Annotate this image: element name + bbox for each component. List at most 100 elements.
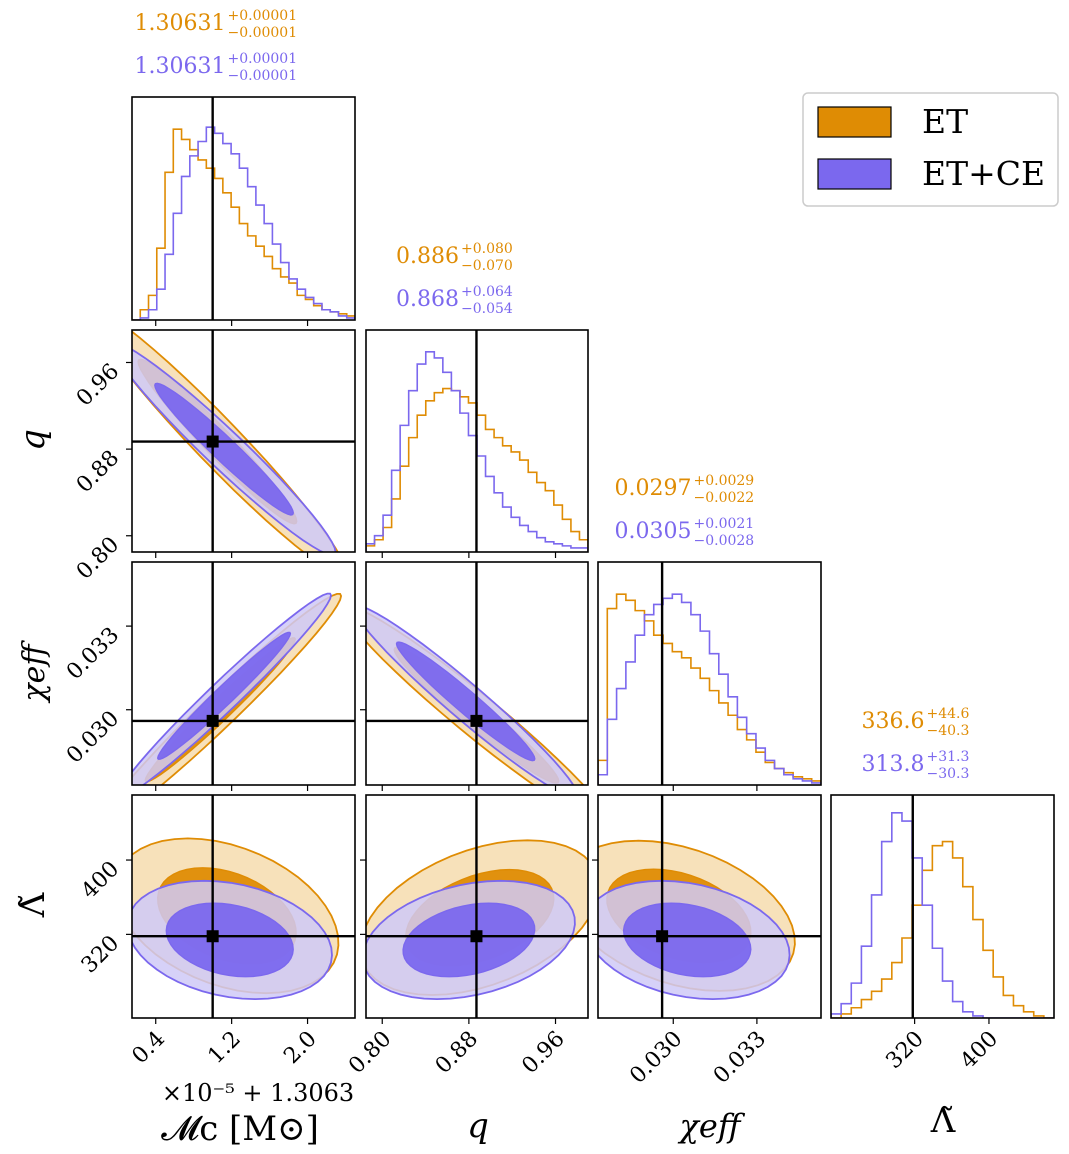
xtick-label-q: 0.80 <box>344 1027 396 1079</box>
summary-plus-mc-et: +0.00001 <box>228 8 298 24</box>
summary-plus-chi-et-ce: +0.0021 <box>694 516 755 532</box>
summary-plus-mc-et-ce: +0.00001 <box>228 51 298 67</box>
summary-minus-q-et: −0.070 <box>461 258 513 274</box>
contour-inner-et-ce <box>166 903 294 977</box>
hist-mc-et <box>132 128 355 320</box>
summary-plus-q-et: +0.080 <box>461 241 513 257</box>
injection-marker <box>206 435 219 448</box>
contour-inner-line-et-ce <box>156 631 292 760</box>
ytick-label-chi: 0.030 <box>62 706 124 768</box>
contour-panel-lam-mc <box>132 795 355 1018</box>
hist-panel-chi <box>598 562 821 785</box>
xtick-label-chi: 0.033 <box>709 1027 771 1089</box>
ytick-label-chi: 0.033 <box>62 623 124 685</box>
hist-lam-et <box>831 840 1054 1018</box>
ytick-label-lam: 320 <box>77 931 124 978</box>
xtick-label-lam: 400 <box>956 1027 1003 1074</box>
xlabel-chi: χeff <box>678 1107 746 1145</box>
summary-median-chi-et: 0.0297 <box>615 476 692 501</box>
summary-plus-lam-et-ce: +31.3 <box>927 749 970 765</box>
contour-panel-lam-chi <box>598 795 821 1018</box>
summary-minus-chi-et: −0.0022 <box>694 490 755 506</box>
contour-inner-line-et-ce <box>622 902 752 978</box>
legend-label-et: ET <box>922 102 968 141</box>
summary-minus-q-et-ce: −0.054 <box>461 301 513 317</box>
injection-marker <box>470 714 483 727</box>
summary-median-mc-et-ce: 1.30631 <box>135 54 226 79</box>
panel-frame-lam-chi <box>597 794 822 1019</box>
xlabel-mc: 𝓜c [M⊙] <box>161 1109 319 1149</box>
summary-minus-lam-et: −40.3 <box>927 723 970 739</box>
contour-inner-line-et-ce <box>402 902 536 978</box>
summary-minus-mc-et-ce: −0.00001 <box>228 68 298 84</box>
ylabel-q: q <box>13 429 53 451</box>
panel-frame-lam-q <box>365 794 589 1019</box>
summary-minus-mc-et: −0.00001 <box>228 25 298 41</box>
ytick-label-q: 0.96 <box>72 359 124 411</box>
xtick-label-q: 0.96 <box>517 1027 569 1079</box>
ytick-label-lam: 400 <box>77 857 124 904</box>
panel-frame-lam-lam <box>830 794 1055 1019</box>
hist-panel-q <box>366 330 588 552</box>
legend-swatch-et-ce <box>817 158 892 190</box>
contour-panel-lam-q <box>366 795 588 1018</box>
panels-layer <box>131 96 1055 1019</box>
contour-inner-et-ce <box>396 642 535 761</box>
summary-minus-chi-et-ce: −0.0028 <box>694 533 755 549</box>
xoffset-mc: ×10⁻⁵ + 1.3063 <box>162 1079 354 1107</box>
summary-plus-chi-et: +0.0029 <box>694 473 755 489</box>
injection-marker <box>206 714 219 727</box>
summary-plus-q-et-ce: +0.064 <box>461 284 513 300</box>
panel-frame-q-mc <box>131 329 356 553</box>
axis-labels: 𝓜c [M⊙] q χeff Λ̃ ×10⁻⁵ + 1.3063 q χeff … <box>13 429 956 1149</box>
xtick-label-lam: 320 <box>881 1027 928 1074</box>
ylabel-chi: χeff <box>17 640 52 704</box>
hist-chi-et-ce <box>598 593 821 785</box>
contour-panel-chi-mc <box>132 562 355 785</box>
xtick-label-mc: 1.2 <box>203 1027 245 1069</box>
injection-marker <box>470 930 483 943</box>
xtick-label-mc: 0.4 <box>128 1027 170 1069</box>
summary-median-mc-et: 1.30631 <box>135 11 226 36</box>
hist-chi-et <box>598 593 821 785</box>
panel-frame-q-q <box>365 329 589 553</box>
injection-marker <box>206 930 219 943</box>
summary-median-lam-et-ce: 313.8 <box>862 752 925 777</box>
contour-inner-line-et-ce <box>165 902 294 978</box>
summary-median-chi-et-ce: 0.0305 <box>615 519 692 544</box>
legend: ET ET+CE <box>802 92 1059 207</box>
panel-frame-chi-q <box>365 561 589 786</box>
summary-plus-lam-et: +44.6 <box>927 706 970 722</box>
legend-label-et-ce: ET+CE <box>922 154 1045 193</box>
xtick-label-q: 0.88 <box>431 1027 483 1079</box>
summary-median-q-et-ce: 0.868 <box>396 287 459 312</box>
contour-inner-et-ce <box>154 383 294 515</box>
summary-minus-lam-et-ce: −30.3 <box>927 766 970 782</box>
panel-frame-chi-chi <box>597 561 822 786</box>
summary-median-lam-et: 336.6 <box>862 709 925 734</box>
panel-frame-chi-mc <box>131 561 356 786</box>
contour-inner-et-ce <box>157 632 291 760</box>
panel-frame-mc-mc <box>131 96 356 321</box>
hist-lam-et-ce <box>831 812 1054 1018</box>
ytick-label-q: 0.88 <box>72 446 124 498</box>
hist-panel-mc <box>132 97 355 320</box>
contour-inner-et-ce <box>403 903 535 977</box>
contour-inner-line-et-ce <box>154 382 295 516</box>
xlabel-q: q <box>467 1106 489 1146</box>
contour-inner-line-et-ce <box>395 641 536 762</box>
legend-swatch-et <box>817 106 892 138</box>
contour-panel-q-mc <box>132 330 355 552</box>
xlabel-lam: Λ̃ <box>930 1101 956 1141</box>
xtick-label-chi: 0.030 <box>625 1027 687 1089</box>
panel-frame-lam-mc <box>131 794 356 1019</box>
contour-inner-et-ce <box>623 903 751 977</box>
hist-mc-et-ce <box>132 126 355 320</box>
summary-median-q-et: 0.886 <box>396 244 459 269</box>
hist-panel-lam <box>831 795 1054 1018</box>
ylabel-lam: Λ̃ <box>13 892 53 918</box>
contour-panel-chi-q <box>366 562 588 785</box>
injection-marker <box>656 930 669 943</box>
ytick-label-q: 0.80 <box>72 532 124 584</box>
